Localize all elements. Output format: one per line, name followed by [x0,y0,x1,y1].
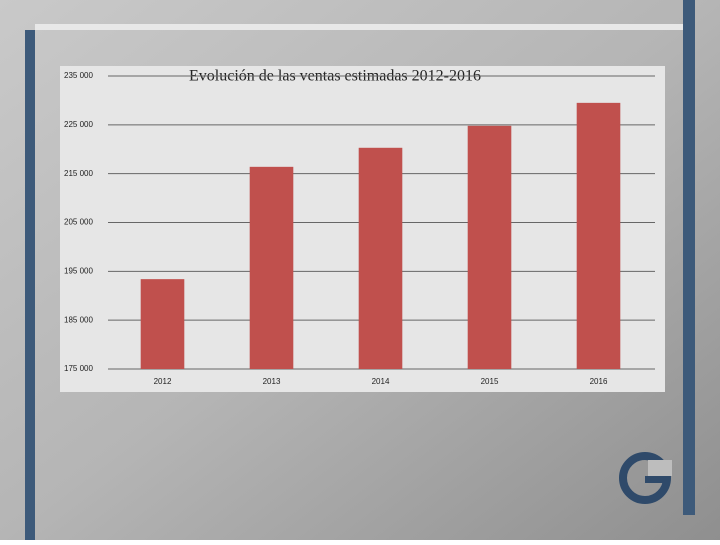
bar [249,166,294,369]
bar [140,279,185,369]
y-tick-label: 225 000 [64,120,93,129]
logo-cut [648,460,672,476]
x-tick-label: 2015 [481,377,499,386]
x-tick-label: 2014 [372,377,390,386]
y-tick-label: 205 000 [64,218,93,227]
right-frame [683,0,695,515]
x-tick-label: 2012 [154,377,172,386]
top-frame [35,24,683,30]
y-tick-label: 215 000 [64,169,93,178]
y-tick-label: 235 000 [64,71,93,80]
bar [576,102,621,369]
y-tick-label: 175 000 [64,364,93,373]
y-tick-label: 185 000 [64,315,93,324]
logo [619,452,672,504]
logo-ring [619,452,671,504]
x-tick-label: 2016 [590,377,608,386]
y-tick-label: 195 000 [64,266,93,275]
x-tick-label: 2013 [263,377,281,386]
bar [358,147,403,369]
logo-bar [645,476,665,483]
bar [467,125,512,369]
left-frame [25,30,35,540]
